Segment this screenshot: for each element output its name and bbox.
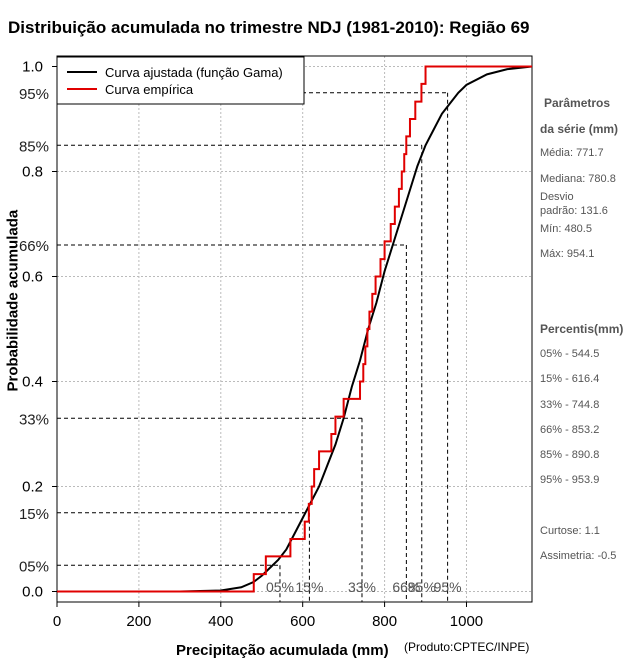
stat-mediana: Mediana: 780.8 [540,173,616,185]
y-tick-label: 0.4 [22,374,43,391]
percentis-title: Percentis(mm) [540,322,624,336]
x-tick-label: 1000 [450,613,483,630]
stat-desvio-1: Desvio [540,191,574,203]
x-tick-label: 600 [290,613,315,630]
percent-y-label: 85% [19,138,49,155]
percent-y-label: 66% [19,238,49,255]
x-tick-label: 400 [208,613,233,630]
params-title-1: Parâmetros [544,96,611,110]
percent-y-label: 95% [19,86,49,103]
y-tick-label: 0.6 [22,269,43,286]
stat-max: Máx: 954.1 [540,248,595,260]
percentil-33: 33% - 744.8 [540,399,600,411]
stat-desvio-2: padrão: 131.6 [540,205,608,217]
legend-label: Curva empírica [105,82,194,97]
percent-x-label: 15% [295,579,323,595]
percent-x-label: 33% [348,579,376,595]
percent-y-label: 33% [19,411,49,428]
params-title-2: da série (mm) [540,122,619,136]
stat-media: Média: 771.7 [540,147,604,159]
x-tick-label: 800 [372,613,397,630]
chart-title: Distribuição acumulada no trimestre NDJ … [8,18,530,37]
percentil-66: 66% - 853.2 [540,424,600,436]
percentil-15: 15% - 616.4 [540,373,600,385]
stat-assimetria: Assimetria: -0.5 [540,550,617,562]
plot-frame [56,55,533,603]
x-tick-label: 200 [126,613,151,630]
y-tick-label: 0.2 [22,479,43,496]
percent-y-label: 05% [19,558,49,575]
percent-x-label: 66% [392,579,420,595]
percentil-85: 85% - 890.8 [540,449,600,461]
x-axis-title: Precipitação acumulada (mm) [176,642,389,659]
legend-box [56,56,305,105]
stat-curtose: Curtose: 1.1 [540,525,600,537]
percentil-05: 05% - 544.5 [540,348,600,360]
percent-x-label: 85% [408,579,436,595]
credit-text: (Produto:CPTEC/INPE) [404,640,530,654]
percent-x-label: 95% [434,579,462,595]
percentil-95: 95% - 953.9 [540,474,600,486]
percent-y-label: 15% [19,506,49,523]
percent-x-label: 05% [266,579,294,595]
fitted-curve [57,65,533,593]
stat-min: Mín: 480.5 [540,223,592,235]
side-panel: Parâmetros da série (mm) Média: 771.7 Me… [540,0,640,660]
x-tick-label: 0 [53,613,61,630]
legend-label: Curva ajustada (função Gama) [105,65,283,80]
y-tick-label: 0.8 [22,164,43,181]
empirical-curve [57,65,532,593]
y-tick-label: 0.0 [22,584,43,601]
y-axis-title: Probabilidade acumulada [4,209,22,392]
y-tick-label: 1.0 [22,59,43,76]
